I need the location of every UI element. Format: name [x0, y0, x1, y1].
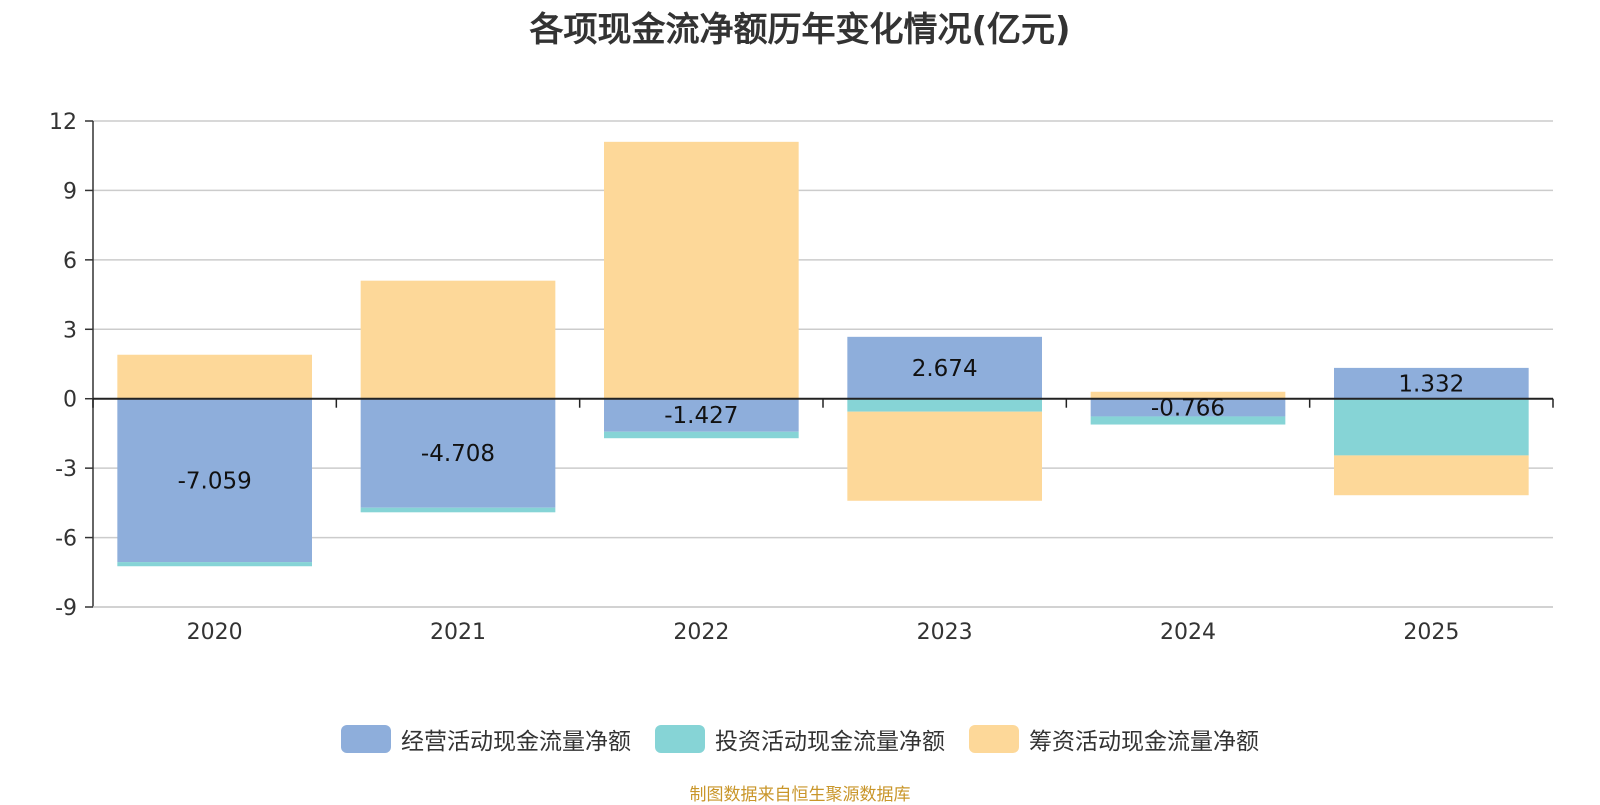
- legend: 经营活动现金流量净额 投资活动现金流量净额 筹资活动现金流量净额: [0, 722, 1600, 756]
- bar-2025-series-2: [1334, 455, 1529, 496]
- bar-2022-series-0: [604, 398, 799, 432]
- bar-2023-series-1: [847, 398, 1042, 412]
- legend-swatch: [969, 725, 1019, 753]
- bar-chart: 12 9 6 3 0 -3 -6 -9 2020 2021 2022 2023 2024 2025 -7.…: [49, 110, 1554, 645]
- source-note: 制图数据来自恒生聚源数据库: [689, 785, 911, 805]
- data-label: 2.674: [912, 356, 978, 382]
- data-label: -4.708: [421, 441, 495, 467]
- y-tick-label: 6: [63, 249, 77, 274]
- x-tick-label: 2021: [430, 620, 486, 645]
- bar-2020-series-2: [117, 354, 312, 399]
- legend-swatch: [655, 725, 705, 753]
- bar-2025-series-1: [1334, 398, 1529, 456]
- bar-2023-series-0: [847, 336, 1042, 399]
- legend-item[interactable]: 投资活动现金流量净额: [655, 722, 945, 756]
- legend-item[interactable]: 经营活动现金流量净额: [341, 722, 631, 756]
- legend-item[interactable]: 筹资活动现金流量净额: [969, 722, 1259, 756]
- y-tick-label: -9: [55, 596, 77, 621]
- bar-2023-series-2: [847, 411, 1042, 501]
- x-tick-label: 2020: [187, 620, 243, 645]
- bar-2025-series-0: [1334, 367, 1529, 399]
- y-tick-label: 3: [63, 318, 77, 343]
- y-tick-label: 9: [63, 179, 77, 204]
- y-tick-label: 0: [63, 388, 77, 413]
- bar-2021-series-1: [360, 507, 556, 513]
- data-label: -1.427: [664, 403, 738, 429]
- legend-swatch: [341, 725, 391, 753]
- chart-title: 各项现金流净额历年变化情况(亿元): [529, 10, 1071, 50]
- data-label: 1.332: [1398, 371, 1464, 397]
- y-tick-label: -6: [55, 527, 77, 552]
- axes: 12 9 6 3 0 -3 -6 -9: [49, 110, 1554, 621]
- bar-2024-series-2: [1090, 391, 1286, 399]
- x-tick-label: 2022: [673, 620, 729, 645]
- bar-2020-series-1: [117, 562, 312, 567]
- x-tick-label: 2024: [1160, 620, 1216, 645]
- bar-2024-series-0: [1090, 398, 1286, 417]
- bar-2021-series-0: [360, 398, 556, 508]
- legend-label: 经营活动现金流量净额: [401, 729, 631, 755]
- labels: 2020 2021 2022 2023 2024 2025 -7.059 -4.708 -1.4…: [178, 356, 1465, 645]
- bars: [117, 141, 1529, 567]
- data-label: -0.766: [1151, 396, 1225, 422]
- y-tick-label: -3: [55, 457, 77, 482]
- y-tick-label: 12: [49, 110, 77, 135]
- bar-2020-series-0: [117, 398, 312, 563]
- bar-2022-series-1: [604, 431, 799, 439]
- data-label: -7.059: [178, 468, 252, 494]
- bar-2022-series-2: [604, 141, 799, 399]
- legend-label: 筹资活动现金流量净额: [1029, 729, 1259, 755]
- bar-2024-series-1: [1090, 416, 1286, 425]
- legend-label: 投资活动现金流量净额: [715, 729, 945, 755]
- x-tick-label: 2023: [917, 620, 973, 645]
- bar-2021-series-2: [360, 280, 556, 399]
- x-tick-label: 2025: [1403, 620, 1459, 645]
